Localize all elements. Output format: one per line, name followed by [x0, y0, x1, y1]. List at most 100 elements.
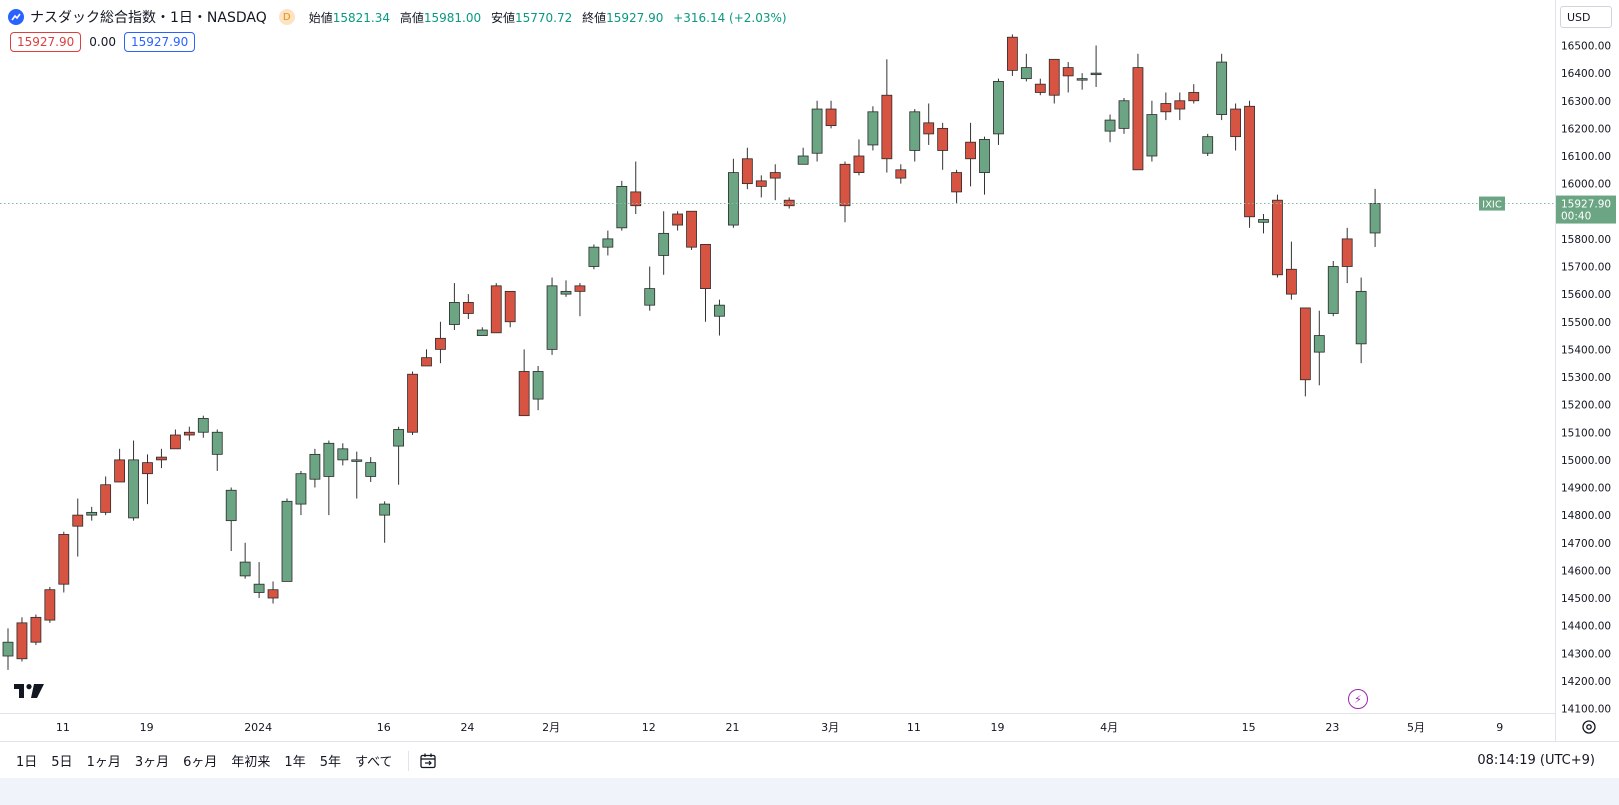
candle-body	[923, 122, 935, 135]
candle	[783, 197, 795, 209]
candle	[1007, 34, 1018, 76]
timezone-clock[interactable]: 08:14:19 (UTC+9)	[1477, 753, 1595, 768]
candle	[253, 562, 265, 598]
timeframe-button[interactable]: 5年	[319, 755, 341, 770]
candle	[560, 280, 572, 297]
candle	[1216, 53, 1228, 121]
candle-body	[1272, 199, 1283, 276]
price-scale[interactable]: 14100.00 14200.00 14300.00 14400.00 14500.00…	[1555, 0, 1619, 741]
timeframe-button[interactable]: 3ヶ月	[134, 755, 170, 770]
price-tick-label: 15800.00	[1561, 234, 1611, 246]
timeframe-button[interactable]: 年初来	[231, 755, 271, 770]
chart-area[interactable]: IXIC	[0, 0, 1555, 741]
time-tick-label: 12	[642, 721, 656, 734]
calendar-range-icon[interactable]	[419, 752, 437, 770]
close-label: 終値	[582, 10, 607, 25]
candle	[114, 448, 125, 483]
candle-body	[407, 373, 418, 433]
candle-body	[588, 246, 600, 267]
timeframe-button[interactable]: 6ヶ月	[183, 755, 218, 770]
candle	[476, 327, 488, 336]
candle-body	[686, 210, 697, 248]
candle	[1132, 53, 1144, 171]
candle-body	[30, 616, 42, 643]
candle-body	[169, 434, 181, 450]
sell-price-button[interactable]: 15927.90	[10, 32, 82, 52]
candle-body	[253, 583, 265, 593]
candle	[867, 106, 879, 151]
candle	[309, 448, 321, 488]
candle-body	[211, 431, 223, 455]
candle	[979, 136, 990, 195]
timeframe-button[interactable]: 1ヶ月	[86, 755, 121, 770]
candle-body	[644, 288, 656, 306]
candle	[853, 139, 865, 176]
candle-body	[895, 169, 907, 179]
candle	[616, 180, 628, 231]
candle-body	[156, 456, 167, 461]
candle	[728, 158, 739, 228]
nasdaq-logo-icon	[8, 9, 24, 25]
price-tick-label: 15600.00	[1561, 289, 1611, 301]
price-tick-label: 15400.00	[1561, 344, 1611, 356]
candle-body	[142, 462, 153, 475]
candle	[895, 164, 907, 184]
toolbar-divider	[407, 750, 409, 771]
symbol-legend: ナスダック総合指数・1日・NASDAQ D 始値15821.34 高値15981…	[8, 5, 787, 29]
change-value: +316.14 (+2.03%)	[673, 10, 787, 25]
candle	[267, 581, 279, 604]
symbol-tag: IXIC	[1479, 196, 1505, 211]
candle-body	[281, 500, 293, 582]
candle-body	[1174, 100, 1186, 110]
price-tick-label: 16400.00	[1561, 68, 1611, 80]
currency-label: USD	[1567, 10, 1591, 24]
price-tick-label: 16500.00	[1561, 41, 1611, 53]
candle-body	[1202, 136, 1214, 154]
candle-body	[309, 453, 321, 480]
time-tick-label: 3月	[821, 721, 839, 734]
candle-body	[1341, 238, 1353, 267]
candle-body	[393, 429, 405, 447]
candle-body	[755, 180, 767, 187]
candle-body	[323, 442, 335, 477]
buy-price-button[interactable]: 15927.90	[123, 32, 196, 52]
candle	[532, 365, 544, 411]
candle-body	[114, 459, 125, 483]
candle	[295, 470, 307, 516]
lightning-icon[interactable]: ⚡	[1348, 689, 1368, 709]
candlestick-chart[interactable]: IXIC	[0, 0, 1555, 741]
candle-body	[462, 302, 474, 314]
tradingview-logo-icon[interactable]	[14, 684, 44, 698]
candle	[44, 586, 56, 623]
scale-settings-icon[interactable]	[1580, 718, 1598, 736]
candle-body	[658, 232, 670, 256]
candle	[965, 122, 976, 187]
price-tick-label: 14800.00	[1561, 510, 1611, 522]
candle-body	[1007, 36, 1018, 71]
candle-body	[728, 172, 739, 226]
candle	[183, 426, 195, 441]
candle-body	[100, 484, 112, 513]
timeframe-button[interactable]: 5日	[51, 755, 73, 770]
last-price-label-bg	[1556, 195, 1616, 224]
time-axis[interactable]: 11 19 2024 16 24 2月 12 21 3月 11 19 4月 15 23 5月 9	[0, 713, 1555, 742]
candle	[16, 617, 28, 662]
candle	[602, 230, 614, 256]
candle-body	[1313, 335, 1325, 353]
currency-selector[interactable]: USD	[1560, 6, 1612, 28]
timeframe-button[interactable]: 1年	[284, 755, 306, 770]
timeframe-button[interactable]: すべて	[354, 755, 393, 770]
candle	[700, 243, 711, 322]
quick-trade-panel: 15927.90 0.00 15927.90	[10, 32, 196, 52]
timeframe-button[interactable]: 1日	[16, 755, 38, 770]
candle	[281, 498, 293, 582]
price-tick-label: 15500.00	[1561, 317, 1611, 329]
symbol-title[interactable]: ナスダック総合指数・1日・NASDAQ	[30, 10, 267, 26]
candle-body	[1369, 203, 1381, 234]
symbol-tag-text: IXIC	[1482, 200, 1502, 211]
data-delay-badge[interactable]: D	[278, 9, 295, 25]
candle	[448, 283, 460, 331]
candle	[211, 429, 223, 471]
